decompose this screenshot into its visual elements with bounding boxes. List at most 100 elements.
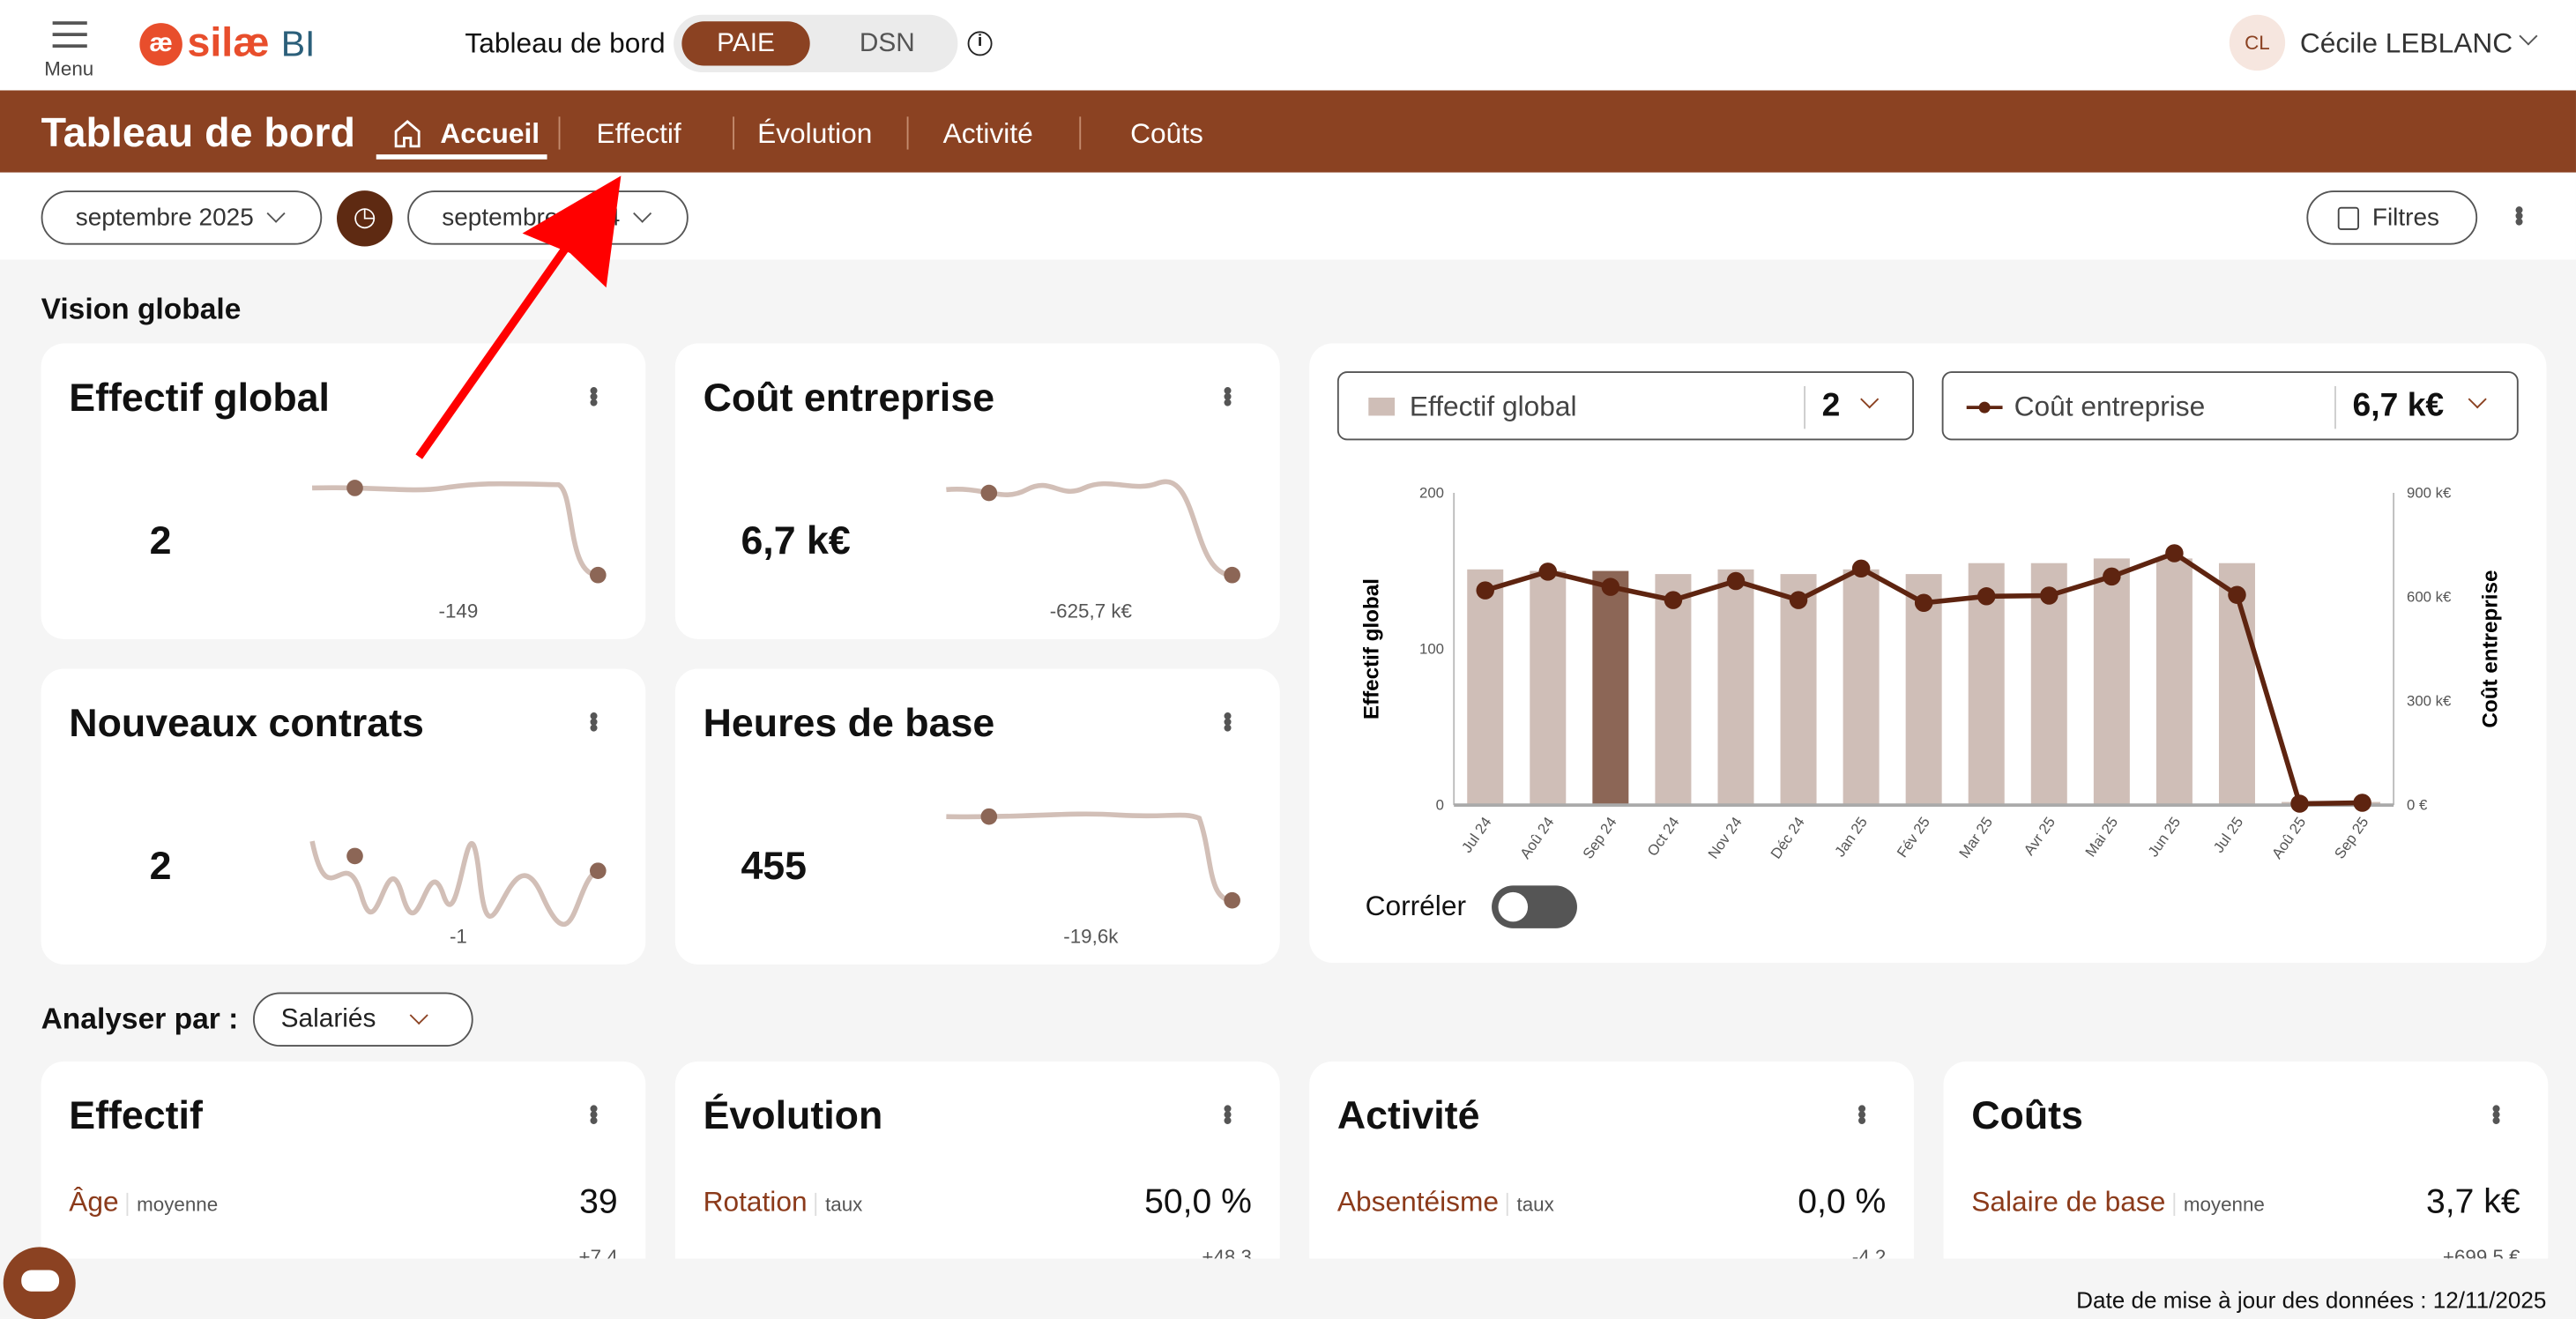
y2-tick-label: 0 €: [2407, 797, 2428, 814]
footer: Date de mise à jour des données : 12/11/…: [0, 1258, 2576, 1318]
correler-toggle[interactable]: [1492, 885, 1577, 928]
bar: [1905, 574, 1942, 806]
cost-point: [1789, 591, 1808, 609]
section-label: Tableau de bord: [465, 27, 666, 60]
metric-name[interactable]: Âge: [69, 1186, 119, 1218]
section-title: Vision globale: [41, 292, 242, 325]
cost-point: [1601, 578, 1620, 596]
filters-bar: septembre 2025 ◷ septembre 2024 Filtres …: [0, 172, 2576, 260]
analysis-title: Effectif: [69, 1094, 203, 1139]
line-legend-icon: [1966, 401, 2003, 414]
info-icon[interactable]: i: [967, 31, 993, 56]
avatar[interactable]: CL: [2229, 14, 2286, 71]
cost-point: [2290, 794, 2309, 813]
kpi-delta: -149: [438, 600, 479, 623]
metric-qualifier: taux: [815, 1192, 862, 1216]
kpi-title: Heures de base: [703, 701, 995, 747]
metric-value: 3,7 k€: [2425, 1182, 2520, 1221]
home-icon: [394, 120, 421, 148]
y-tick-label: 0: [1436, 797, 1444, 814]
tab-accueil[interactable]: Accueil: [440, 118, 540, 150]
bar: [1843, 569, 1880, 806]
menu-button[interactable]: Menu: [40, 17, 99, 80]
tab-evolution[interactable]: Évolution: [757, 118, 873, 150]
toggle-paie[interactable]: PAIE: [681, 21, 810, 66]
bar: [2155, 558, 2193, 806]
kpi-title: Nouveaux contrats: [69, 701, 424, 747]
left-metric-select[interactable]: Effectif global 2: [1336, 371, 1914, 441]
analysis-title: Évolution: [703, 1094, 883, 1139]
bar-legend-icon: [1368, 397, 1396, 416]
metric-qualifier: moyenne: [2173, 1192, 2265, 1216]
metric-name[interactable]: Absentéisme: [1336, 1186, 1500, 1218]
chart-card: Effectif global 2 Coût entreprise 6,7 k€…: [1309, 343, 2547, 964]
metric-value: 0,0 %: [1798, 1182, 1887, 1221]
period-select[interactable]: septembre 2025: [41, 190, 323, 245]
kpi-value: 2: [149, 518, 172, 564]
y2-tick-label: 900 k€: [2407, 485, 2452, 502]
cost-point: [1664, 591, 1683, 609]
page-title: Tableau de bord: [41, 109, 355, 157]
metric-value: 39: [579, 1182, 618, 1221]
tab-activite[interactable]: Activité: [942, 118, 1033, 150]
bar: [1780, 574, 1817, 806]
hamburger-icon: [51, 21, 86, 48]
kpi-delta: -1: [449, 925, 467, 949]
y2-axis-label: Coût entreprise: [2479, 570, 2503, 728]
kpi-value: 2: [149, 844, 172, 890]
analysis-card[interactable]: Coûts ••• Salaire de base moyenne 3,7 k€ …: [1943, 1061, 2549, 1276]
cost-point: [2103, 567, 2121, 586]
chat-bubble-icon: [21, 1270, 60, 1292]
cost-point: [1851, 559, 1871, 578]
metric-qualifier: moyenne: [126, 1192, 218, 1216]
metric-value: 50,0 %: [1144, 1182, 1252, 1221]
y2-tick-label: 600 k€: [2407, 589, 2452, 606]
kpi-delta: -625,7 k€: [1049, 600, 1132, 623]
analysis-title: Coûts: [1971, 1094, 2083, 1139]
user-name[interactable]: Cécile LEBLANC: [2299, 27, 2513, 60]
top-bar: Menu æ silæ BI Tableau de bord PAIE DSN …: [0, 0, 2576, 91]
bar: [1592, 570, 1629, 806]
cost-point: [1977, 587, 1996, 606]
metric-name[interactable]: Rotation: [703, 1186, 808, 1218]
kpi-title: Effectif global: [69, 376, 330, 421]
metric-qualifier: taux: [1507, 1192, 1554, 1216]
kpi-title: Coût entreprise: [703, 376, 995, 421]
cost-point: [2165, 544, 2184, 563]
paie-dsn-toggle: PAIE DSN: [674, 14, 958, 72]
tab-couts[interactable]: Coûts: [1130, 118, 1203, 150]
logo: æ silæ BI: [139, 19, 315, 67]
cost-point: [2353, 794, 2371, 812]
bar: [1655, 574, 1692, 806]
filters-button[interactable]: Filtres: [2306, 190, 2478, 245]
analysis-title: Activité: [1336, 1094, 1480, 1139]
analysis-card[interactable]: Activité ••• Absentéisme taux 0,0 % -4,2: [1309, 1061, 1914, 1276]
filter-panel-icon: [2337, 205, 2359, 229]
toggle-dsn[interactable]: DSN: [859, 29, 915, 58]
nav-band: Tableau de bord Accueil Effectif Évoluti…: [0, 90, 2576, 173]
y-axis-label: Effectif global: [1359, 578, 1383, 719]
tab-effectif[interactable]: Effectif: [596, 118, 681, 150]
combo-chart: 0 100 200 0 € 300 k€ 600 k€ 900 k€ Effectif glo…: [1359, 485, 2503, 862]
metric-name[interactable]: Salaire de base: [1971, 1186, 2166, 1218]
cost-point: [2040, 586, 2059, 605]
analyse-select[interactable]: Salariés: [252, 992, 473, 1047]
cost-point: [1726, 571, 1746, 591]
bar: [1467, 569, 1504, 806]
chat-button[interactable]: [3, 1247, 76, 1319]
kpi-value: 6,7 k€: [741, 518, 851, 564]
bar: [2093, 558, 2130, 806]
active-tab-indicator: [376, 154, 547, 160]
right-metric-select[interactable]: Coût entreprise 6,7 k€: [1941, 371, 2519, 441]
cost-point: [1914, 593, 1933, 613]
logo-mark-icon: æ: [139, 22, 182, 65]
y-tick-label: 100: [1419, 641, 1444, 658]
compare-clock-icon[interactable]: ◷: [337, 190, 393, 247]
analysis-card[interactable]: Évolution ••• Rotation taux 50,0 % +48,3: [674, 1061, 1280, 1276]
bar: [1717, 569, 1754, 806]
cost-point: [1476, 581, 1494, 600]
y2-tick-label: 300 k€: [2407, 693, 2452, 710]
cost-point: [2228, 585, 2246, 604]
correler-label: Corréler: [1365, 891, 1466, 922]
